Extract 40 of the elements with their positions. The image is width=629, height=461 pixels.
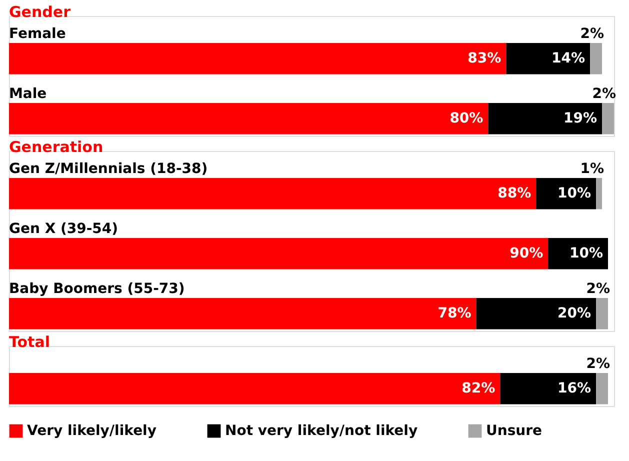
bar: [506, 43, 590, 74]
data-label: 2%: [586, 281, 610, 298]
legend-label: Not very likely/not likely: [225, 423, 418, 439]
data-label: 2%: [586, 356, 610, 372]
data-label: 80%: [450, 110, 484, 127]
bar: [596, 178, 602, 210]
data-label: 78%: [438, 306, 472, 322]
bar: [9, 43, 506, 74]
data-label: 90%: [510, 246, 544, 262]
bar: [9, 298, 476, 330]
data-label: 2%: [592, 86, 616, 102]
bar: [9, 103, 488, 134]
chart-title: Total: [9, 333, 50, 351]
data-label: 83%: [468, 50, 502, 67]
bar: [602, 103, 614, 134]
data-label: 16%: [558, 380, 592, 397]
y-tick-label: Gen X (39-54): [9, 221, 118, 238]
data-label: 10%: [558, 186, 592, 202]
bar: [9, 238, 548, 270]
data-label: 82%: [462, 380, 496, 397]
bar: [9, 178, 536, 210]
data-label: 88%: [498, 186, 532, 202]
data-label: 19%: [564, 110, 598, 127]
y-tick-label: Baby Boomers (55-73): [9, 281, 185, 298]
data-label: 2%: [580, 26, 604, 42]
data-label: 10%: [569, 246, 604, 262]
y-tick-label: Gen Z/Millennials (18-38): [9, 161, 208, 178]
data-label: 20%: [558, 306, 592, 322]
data-label: 1%: [580, 161, 604, 178]
y-tick-label: Female: [9, 26, 66, 42]
bar: [476, 298, 596, 330]
legend-label: Unsure: [486, 423, 542, 439]
y-tick-label: Male: [9, 86, 47, 102]
bar: [596, 298, 608, 330]
bar: [488, 103, 602, 134]
data-label: 14%: [552, 50, 586, 67]
chart-title: Generation: [9, 138, 104, 156]
bar: [590, 43, 602, 74]
chart-title: Gender: [9, 3, 72, 21]
legend-label: Very likely/likely: [27, 423, 156, 439]
